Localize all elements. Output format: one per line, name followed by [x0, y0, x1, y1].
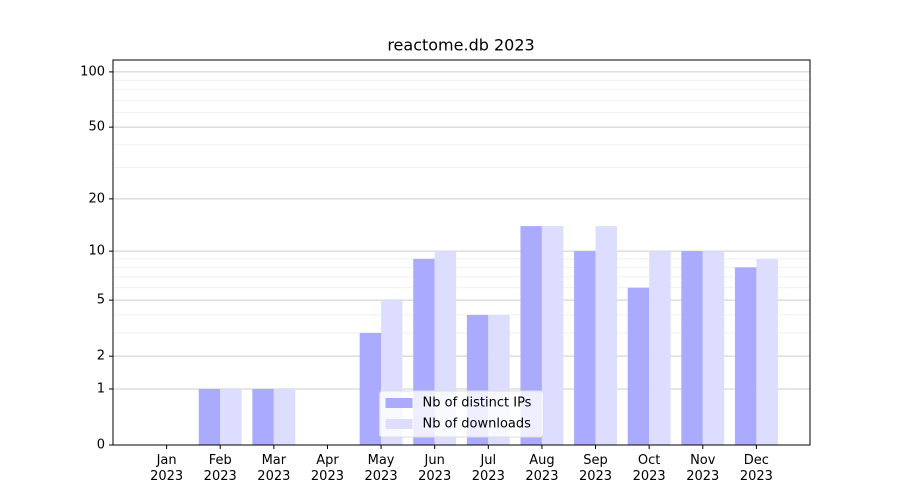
x-tick-label: Oct 2023: [632, 453, 666, 484]
bar: [702, 251, 725, 445]
legend-box: [379, 390, 544, 438]
x-tick-label: May 2023: [364, 453, 398, 484]
x-tick-label: Sep 2023: [578, 453, 613, 484]
legend-label: Nb of distinct IPs: [423, 396, 532, 411]
y-tick-label: 1: [97, 381, 105, 396]
y-tick-label: 50: [88, 120, 105, 135]
x-tick-label: Jun 2023: [418, 453, 452, 484]
plot-frame: [112, 59, 811, 446]
x-tick-label: Jan 2023: [150, 453, 184, 484]
chart-title: reactome.db 2023: [387, 36, 534, 55]
x-tick-label: Apr 2023: [310, 453, 344, 484]
legend-swatch: [385, 398, 413, 408]
x-tick-label: Nov 2023: [686, 453, 720, 484]
bar: [756, 258, 778, 445]
y-tick-label: 0: [97, 438, 105, 453]
x-tick-label: Mar 2023: [257, 453, 291, 484]
legend-label: Nb of downloads: [423, 417, 532, 432]
y-tick-label: 10: [88, 244, 105, 259]
y-tick-label: 20: [88, 191, 105, 206]
x-tick-label: Dec 2023: [739, 453, 773, 484]
y-tick-label: 100: [80, 64, 105, 79]
bar: [198, 388, 221, 445]
bar: [359, 332, 382, 445]
x-tick-label: Feb 2023: [203, 453, 237, 484]
bar: [627, 287, 650, 445]
bar: [220, 388, 242, 445]
y-tick-label: 2: [97, 349, 105, 364]
x-tick-label: Aug 2023: [525, 453, 559, 484]
bar: [574, 251, 596, 445]
bar: [734, 267, 757, 445]
bar: [252, 388, 274, 445]
legend-swatch: [385, 419, 413, 429]
bar: [541, 226, 564, 445]
bar: [273, 388, 296, 445]
y-tick-label: 5: [97, 293, 105, 308]
x-tick-label: Jul 2023: [471, 453, 505, 484]
bar: [520, 226, 542, 445]
bar: [681, 251, 703, 445]
bar: [649, 251, 671, 445]
bar: [595, 226, 617, 445]
